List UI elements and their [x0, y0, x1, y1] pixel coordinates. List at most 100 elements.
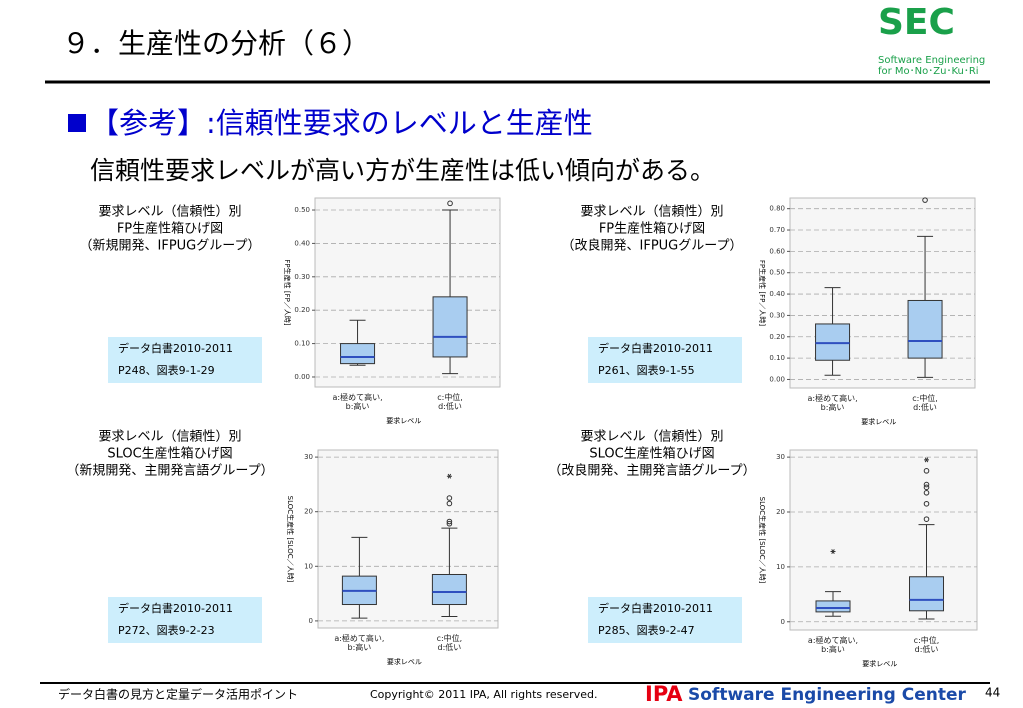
- y-tick-label: 0: [781, 618, 785, 626]
- y-tick-label: 0.20: [294, 306, 310, 314]
- y-tick-label: 0.60: [769, 247, 785, 255]
- y-axis-title: SLOC生産性 [SLOC／人時]: [286, 496, 295, 583]
- outlier: [922, 197, 928, 203]
- x-axis-title: 要求レベル: [862, 659, 897, 668]
- chart-caption: （改良開発、IFPUGグループ）: [562, 238, 743, 254]
- source-box: [108, 337, 262, 383]
- y-tick-label: 0.00: [294, 373, 310, 381]
- chart-caption: SLOC生産性箱ひげ図: [589, 446, 714, 462]
- x-tick-label: c:中位, d:低い: [437, 393, 463, 411]
- ipa-logo: IPA: [645, 682, 683, 706]
- y-tick-label: 0.40: [294, 239, 310, 247]
- y-tick-label: 0.50: [769, 269, 785, 277]
- outlier: [923, 481, 930, 488]
- box: [815, 600, 851, 613]
- x-tick-label: c:中位, d:低い: [913, 636, 940, 654]
- outlier: [923, 484, 930, 491]
- extreme: [446, 473, 452, 479]
- y-tick-label: 30: [776, 453, 785, 461]
- chart-caption: （新規開発、IFPUGグループ）: [80, 238, 261, 254]
- box: [815, 323, 851, 361]
- chart-caption: 要求レベル（信頼性）別: [580, 205, 723, 220]
- y-tick-label: 20: [776, 508, 785, 516]
- box: [340, 343, 376, 365]
- x-tick-label: c:中位, d:低い: [912, 394, 938, 412]
- x-tick-label: a:極めて高い, b:高い: [334, 634, 385, 652]
- bullet: [68, 114, 86, 132]
- chart-caption: （改良開発、主開発言語グループ）: [548, 463, 755, 479]
- outlier: [446, 500, 453, 507]
- subtitle: 信頼性要求レベルが高い方が生産性は低い傾向がある。: [90, 156, 715, 185]
- y-axis-title: FP生産性 [FP／人時]: [283, 259, 292, 325]
- logo-sub: Software Engineering: [878, 55, 985, 66]
- y-tick-label: 0.50: [294, 206, 310, 214]
- x-tick-label: c:中位, d:低い: [436, 634, 463, 652]
- box: [432, 296, 468, 358]
- source-text: データ白書2010-2011: [598, 341, 713, 355]
- source-text: データ白書2010-2011: [118, 601, 233, 615]
- y-tick-label: 0.80: [769, 205, 785, 213]
- y-tick-label: 20: [304, 508, 313, 516]
- x-tick-label: a:極めて高い, b:高い: [332, 393, 383, 411]
- extreme: [830, 549, 836, 554]
- page-number: 44: [985, 686, 1000, 700]
- outlier: [923, 500, 930, 507]
- y-tick-label: 0.10: [769, 354, 785, 362]
- chart-caption: （新規開発、主開発言語グループ）: [66, 463, 273, 479]
- heading: 【参考】:信頼性要求のレベルと生産性: [90, 106, 593, 140]
- extreme: [924, 457, 930, 463]
- outlier: [446, 518, 453, 525]
- y-tick-label: 30: [304, 453, 313, 461]
- logo-sub: for Mo･No･Zu･Ku･Ri: [878, 66, 979, 77]
- source-box: [588, 597, 742, 643]
- source-text: P261、図表9-1-55: [598, 363, 695, 377]
- source-box: [108, 597, 262, 643]
- outlier: [923, 468, 930, 474]
- box: [907, 299, 943, 359]
- outlier: [923, 490, 930, 496]
- copyright: Copyright© 2011 IPA, All rights reserved…: [370, 688, 597, 701]
- y-tick-label: 0.00: [769, 375, 785, 383]
- footer-text: データ白書の見方と定量データ活用ポイント: [58, 687, 298, 702]
- source-text: P272、図表9-2-23: [118, 623, 215, 637]
- y-axis-title: SLOC生産性 [SLOC／人時]: [758, 497, 767, 584]
- y-tick-label: 0.20: [769, 333, 785, 341]
- chart-caption: SLOC生産性箱ひげ図: [107, 446, 232, 462]
- slide-title: ９．生産性の分析（６）: [62, 27, 370, 60]
- outlier: [446, 520, 453, 527]
- source-text: P248、図表9-1-29: [118, 363, 215, 377]
- y-tick-label: 0.30: [294, 273, 310, 281]
- chart-caption: FP生産性箱ひげ図: [117, 221, 223, 237]
- x-tick-label: a:極めて高い, b:高い: [807, 394, 858, 412]
- y-tick-label: 0: [309, 617, 313, 625]
- x-axis-title: 要求レベル: [386, 416, 421, 425]
- outlier: [446, 495, 453, 501]
- y-tick-label: 0.10: [294, 340, 310, 348]
- sec-name: Software Engineering Center: [688, 685, 966, 705]
- chart-caption: 要求レベル（信頼性）別: [580, 430, 723, 445]
- plot-area: [789, 449, 978, 631]
- y-axis-title: FP生産性 [FP／人時]: [758, 260, 767, 326]
- x-axis-title: 要求レベル: [861, 417, 896, 426]
- y-tick-label: 0.40: [769, 290, 785, 298]
- source-text: データ白書2010-2011: [118, 341, 233, 355]
- outlier: [923, 516, 930, 522]
- outlier: [447, 200, 453, 207]
- source-text: P285、図表9-2-47: [598, 623, 695, 637]
- box: [431, 573, 467, 606]
- y-tick-label: 0.70: [769, 226, 785, 234]
- x-tick-label: a:極めて高い, b:高い: [807, 636, 859, 654]
- y-tick-label: 10: [776, 563, 785, 571]
- chart-caption: 要求レベル（信頼性）別: [98, 430, 241, 445]
- y-tick-label: 0.30: [769, 311, 785, 319]
- x-axis-title: 要求レベル: [387, 657, 422, 666]
- box: [909, 576, 945, 612]
- chart-caption: 要求レベル（信頼性）別: [98, 205, 241, 220]
- source-box: [588, 337, 742, 383]
- source-text: データ白書2010-2011: [598, 601, 713, 615]
- y-tick-label: 10: [304, 562, 313, 570]
- chart-caption: FP生産性箱ひげ図: [599, 221, 705, 237]
- logo: SEC: [878, 2, 955, 43]
